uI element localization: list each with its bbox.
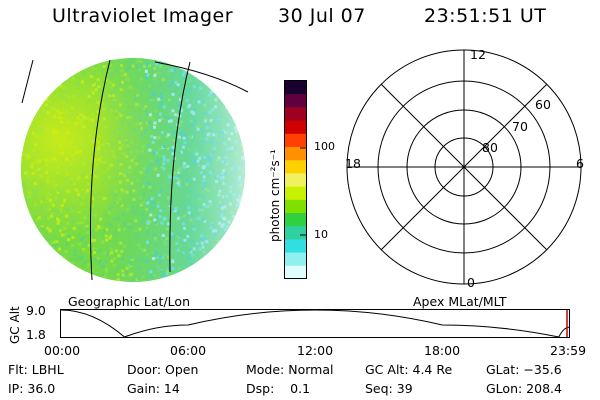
latitude-line	[154, 61, 249, 93]
altitude-xtick-2359: 23:59	[550, 343, 587, 358]
status-glon: GLon: 208.4	[486, 381, 562, 396]
altitude-xtick-0600: 06:00	[170, 343, 207, 358]
colorbar-band	[285, 81, 306, 95]
latitude-line	[21, 59, 34, 104]
altitude-ytick-bottom: 1.8	[26, 327, 46, 342]
date-label: 30 Jul 07	[278, 5, 366, 27]
meridian-line	[89, 59, 111, 281]
status-door: Door: Open	[127, 362, 199, 377]
status-glat: GLat: −35.6	[486, 362, 562, 377]
apex-caption: Apex MLat/MLT	[413, 294, 507, 309]
altitude-ytick-top: 9.0	[26, 303, 46, 318]
mlt-label-12: 12	[470, 47, 486, 62]
mlat-label-70: 70	[512, 119, 528, 134]
status-seq: Seq: 39	[365, 381, 413, 396]
colorbar-band	[285, 213, 306, 227]
colorbar-band	[285, 226, 306, 240]
colorbar-band	[285, 107, 306, 122]
mlt-label-6: 6	[576, 156, 584, 171]
colorbar-tick-10: 10	[314, 228, 328, 241]
altitude-plot-frame	[60, 309, 570, 338]
mlt-label-18: 18	[345, 156, 361, 171]
status-mode: Mode: Normal	[246, 362, 334, 377]
mlt-label-0: 0	[467, 275, 475, 290]
colorbar-band	[285, 173, 306, 188]
altitude-xtick-1200: 12:00	[297, 343, 334, 358]
mlat-label-80: 80	[482, 140, 498, 155]
time-label: 23:51:51 UT	[424, 5, 547, 27]
colorbar-band	[285, 199, 306, 214]
mlt-line-diag	[380, 83, 548, 251]
status-gain: Gain: 14	[127, 381, 180, 396]
altitude-ylabel: GC Alt	[8, 306, 22, 344]
colorbar-band	[285, 94, 306, 108]
status-filter: Flt: LBHL	[8, 362, 64, 377]
colorbar-band	[285, 239, 306, 254]
colorbar-band	[285, 147, 306, 161]
altitude-series-line	[60, 309, 570, 338]
colorbar-band	[285, 186, 306, 201]
colorbar-tick-100: 100	[314, 140, 335, 153]
status-dsp: Dsp: 0.1	[246, 381, 311, 396]
colorbar	[284, 80, 307, 280]
mlat-label-60: 60	[535, 97, 551, 112]
geographic-caption: Geographic Lat/Lon	[68, 294, 190, 309]
status-gc-alt: GC Alt: 4.4 Re	[365, 362, 453, 377]
altitude-xtick-1800: 18:00	[424, 343, 461, 358]
status-ip: IP: 36.0	[8, 381, 56, 396]
instrument-title: Ultraviolet Imager	[52, 5, 234, 27]
colorbar-band	[285, 133, 306, 148]
auroral-image	[21, 58, 245, 282]
colorbar-band	[285, 120, 306, 135]
colorbar-band	[285, 265, 306, 280]
altitude-xtick-0000: 00:00	[44, 343, 81, 358]
meridian-line	[169, 61, 191, 273]
colorbar-band	[285, 160, 306, 174]
colorbar-band	[285, 252, 306, 267]
